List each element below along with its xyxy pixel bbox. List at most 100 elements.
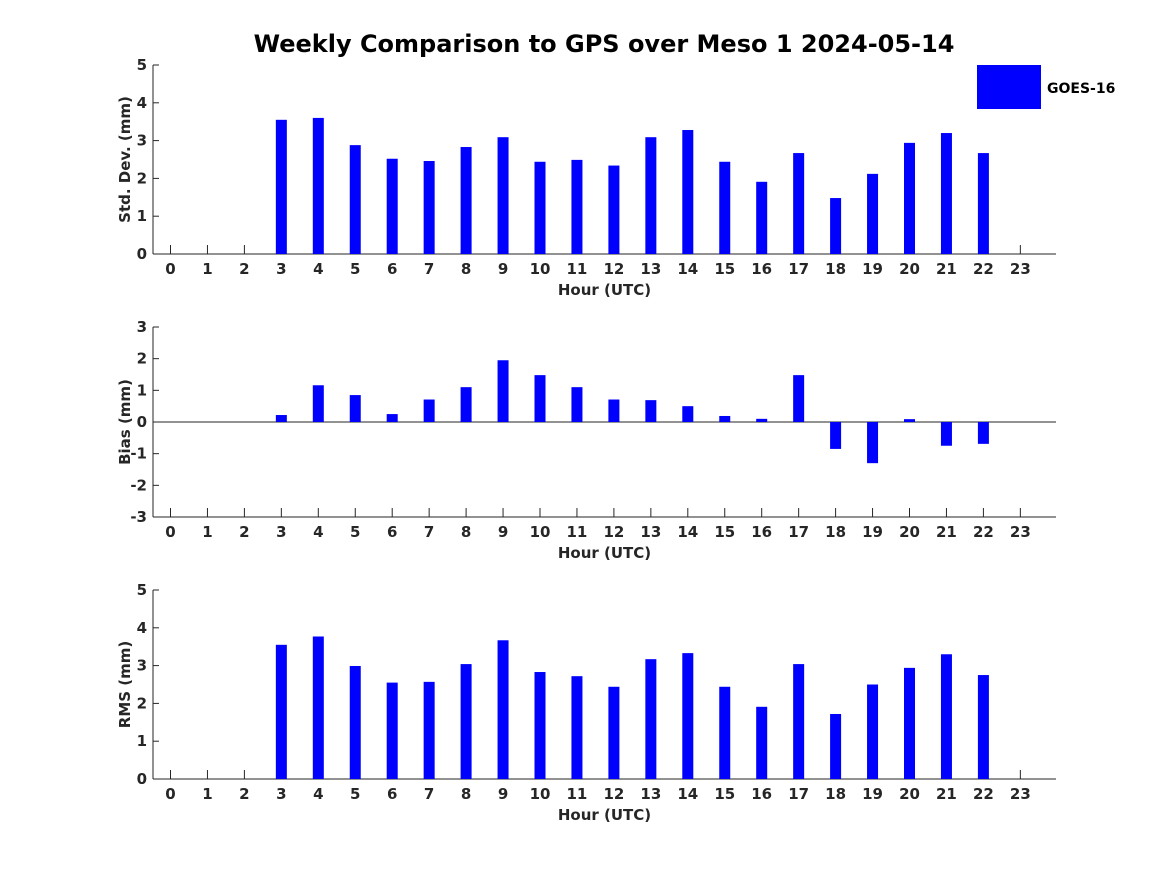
y-tick-label: 0	[137, 770, 147, 788]
x-tick-label: 8	[461, 785, 471, 803]
x-tick-label: 21	[936, 260, 957, 278]
bar-bias-hour-21	[940, 422, 952, 446]
x-tick-label: 4	[313, 523, 323, 541]
x-tick-label: 20	[899, 523, 920, 541]
legend-box	[977, 65, 1041, 109]
y-tick-label: 1	[137, 207, 147, 225]
y-tick-label: 5	[137, 56, 147, 74]
y-tick-label: 0	[137, 413, 147, 431]
bar-std-hour-3	[275, 119, 287, 254]
bar-std-hour-19	[867, 173, 879, 254]
x-tick-label: 6	[387, 260, 397, 278]
x-tick-label: 5	[350, 523, 360, 541]
y-tick-label: 4	[137, 619, 147, 637]
x-tick-label: 14	[677, 260, 698, 278]
x-tick-label: 19	[862, 785, 883, 803]
bar-bias-hour-22	[977, 422, 989, 444]
x-tick-label: 20	[899, 260, 920, 278]
bar-rms-hour-17	[793, 664, 805, 779]
x-tick-label: 16	[751, 260, 772, 278]
x-tick-label: 3	[276, 785, 286, 803]
x-tick-label: 12	[603, 260, 624, 278]
bar-bias-hour-10	[534, 375, 546, 422]
x-tick-label: 6	[387, 785, 397, 803]
x-tick-label: 4	[313, 785, 323, 803]
x-axis-label: Hour (UTC)	[558, 281, 651, 299]
y-tick-label: 4	[137, 94, 147, 112]
bar-std-hour-4	[312, 117, 324, 254]
x-tick-label: 11	[567, 260, 588, 278]
x-tick-label: 9	[498, 523, 508, 541]
x-tick-label: 11	[567, 523, 588, 541]
y-tick-label: 2	[137, 350, 147, 368]
bar-std-hour-5	[349, 145, 361, 254]
bar-std-hour-22	[977, 153, 989, 254]
bar-bias-hour-12	[608, 399, 620, 422]
bar-rms-hour-15	[719, 686, 731, 779]
x-tick-label: 23	[1010, 785, 1031, 803]
x-tick-label: 8	[461, 523, 471, 541]
y-tick-label: 2	[137, 694, 147, 712]
y-axis-label: Std. Dev. (mm)	[116, 96, 134, 223]
x-tick-label: 21	[936, 523, 957, 541]
x-tick-label: 15	[714, 785, 735, 803]
x-tick-label: 23	[1010, 260, 1031, 278]
bar-bias-hour-16	[756, 418, 768, 422]
bar-bias-hour-20	[904, 419, 915, 422]
x-tick-label: 0	[165, 785, 175, 803]
bar-std-hour-9	[497, 137, 509, 254]
bar-rms-hour-9	[497, 640, 509, 779]
y-axis-label: RMS (mm)	[116, 641, 134, 728]
bar-bias-hour-11	[571, 387, 583, 422]
x-tick-label: 18	[825, 260, 846, 278]
x-tick-label: 21	[936, 785, 957, 803]
bar-bias-hour-7	[423, 399, 435, 422]
bar-bias-hour-17	[793, 375, 805, 422]
x-tick-label: 22	[973, 785, 994, 803]
x-tick-label: 10	[530, 260, 551, 278]
bar-std-hour-12	[608, 165, 620, 254]
bar-std-hour-20	[904, 142, 915, 254]
x-tick-label: 6	[387, 523, 397, 541]
x-tick-label: 17	[788, 523, 809, 541]
x-tick-label: 22	[973, 260, 994, 278]
y-axis-label: Bias (mm)	[116, 379, 134, 465]
x-tick-label: 13	[640, 785, 661, 803]
x-axis-label: Hour (UTC)	[558, 544, 651, 562]
bar-std-hour-10	[534, 161, 546, 254]
x-tick-label: 17	[788, 785, 809, 803]
bar-bias-hour-15	[719, 415, 731, 422]
x-tick-label: 7	[424, 785, 434, 803]
x-tick-label: 9	[498, 260, 508, 278]
x-tick-label: 3	[276, 260, 286, 278]
legend[interactable]: GOES-16	[977, 65, 1115, 109]
x-tick-label: 2	[239, 260, 249, 278]
x-tick-label: 10	[530, 785, 551, 803]
x-tick-label: 13	[640, 260, 661, 278]
x-tick-label: 19	[862, 523, 883, 541]
x-tick-label: 18	[825, 523, 846, 541]
bar-std-hour-18	[830, 198, 842, 254]
y-tick-label: 0	[137, 245, 147, 263]
x-tick-label: 20	[899, 785, 920, 803]
bar-std-hour-8	[460, 147, 472, 254]
bar-rms-hour-22	[977, 675, 989, 779]
bar-std-hour-21	[940, 133, 952, 254]
x-tick-label: 14	[677, 523, 698, 541]
bar-rms-hour-20	[904, 667, 915, 779]
bar-bias-hour-19	[867, 422, 879, 464]
x-tick-label: 23	[1010, 523, 1031, 541]
x-tick-label: 11	[567, 785, 588, 803]
x-tick-label: 4	[313, 260, 323, 278]
x-tick-label: 10	[530, 523, 551, 541]
x-tick-label: 16	[751, 523, 772, 541]
legend-label: GOES-16	[1047, 81, 1115, 97]
y-tick-label: 3	[137, 132, 147, 150]
bar-rms-hour-13	[645, 659, 657, 779]
x-tick-label: 3	[276, 523, 286, 541]
x-tick-label: 9	[498, 785, 508, 803]
chart-title: Weekly Comparison to GPS over Meso 1 202…	[254, 30, 955, 58]
